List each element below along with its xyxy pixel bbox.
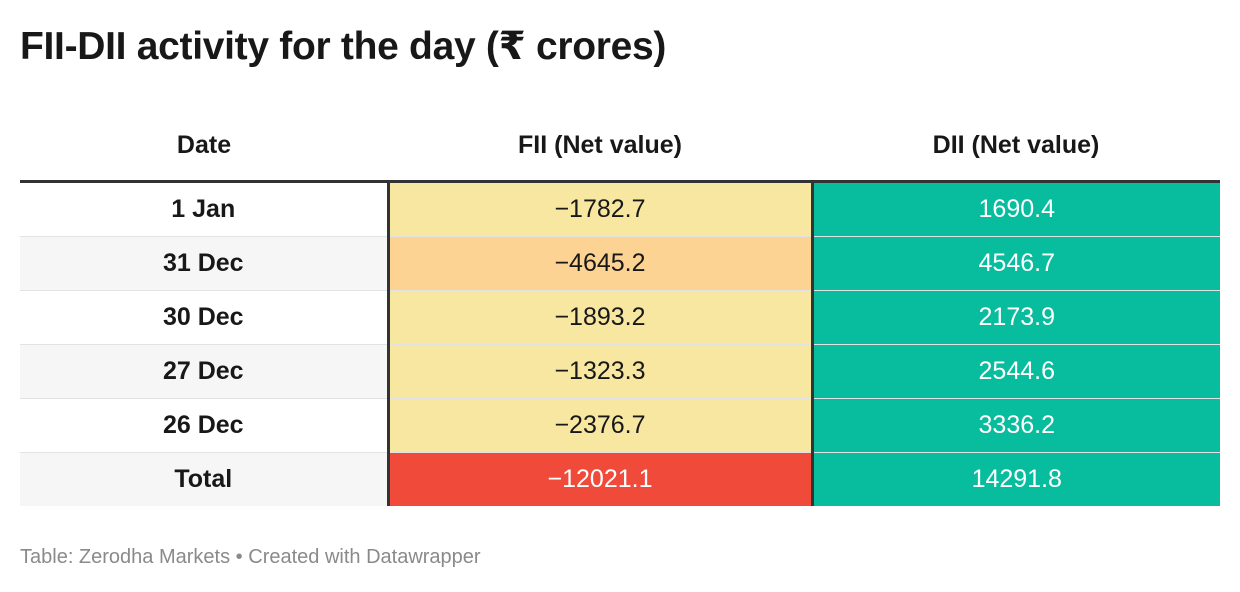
dii-value-cell: 2544.6 bbox=[810, 344, 1220, 399]
source-label: Table: Zerodha Markets bbox=[20, 546, 231, 568]
table-row: 1 Jan −1782.7 1690.4 bbox=[20, 181, 1220, 237]
table-body: 1 Jan −1782.7 1690.4 31 Dec −4645.2 4546.7 30 … bbox=[20, 181, 1220, 506]
date-cell: 27 Dec bbox=[20, 344, 388, 399]
dii-value-cell: 2173.9 bbox=[810, 290, 1220, 345]
date-cell: 30 Dec bbox=[20, 290, 388, 345]
date-cell: 1 Jan bbox=[20, 181, 388, 237]
date-cell: Total bbox=[20, 452, 388, 506]
table-row: 26 Dec −2376.7 3336.2 bbox=[20, 398, 1220, 453]
dii-value-cell: 1690.4 bbox=[810, 181, 1220, 237]
fii-value-cell: −12021.1 bbox=[386, 452, 812, 506]
fii-value-cell: −2376.7 bbox=[386, 398, 812, 453]
chart-title: FII-DII activity for the day (₹ crores) bbox=[20, 25, 667, 68]
fii-value-cell: −4645.2 bbox=[386, 236, 812, 291]
dii-value-cell: 3336.2 bbox=[810, 398, 1220, 453]
table-row: 30 Dec −1893.2 2173.9 bbox=[20, 290, 1220, 345]
column-header-fii: FII (Net value) bbox=[388, 110, 812, 183]
column-header-date: Date bbox=[20, 110, 388, 183]
fii-value-cell: −1893.2 bbox=[386, 290, 812, 345]
total-row: Total −12021.1 14291.8 bbox=[20, 452, 1220, 506]
date-cell: 31 Dec bbox=[20, 236, 388, 291]
table-row: 31 Dec −4645.2 4546.7 bbox=[20, 236, 1220, 291]
footer-note: Table: Zerodha Markets • Created with Da… bbox=[20, 546, 481, 569]
table-row: 27 Dec −1323.3 2544.6 bbox=[20, 344, 1220, 399]
fii-value-cell: −1782.7 bbox=[386, 181, 812, 237]
date-cell: 26 Dec bbox=[20, 398, 388, 453]
dii-value-cell: 4546.7 bbox=[810, 236, 1220, 291]
credit-label: Created with Datawrapper bbox=[248, 546, 481, 568]
fii-value-cell: −1323.3 bbox=[386, 344, 812, 399]
separator: • bbox=[235, 546, 243, 568]
header-row: Date FII (Net value) DII (Net value) bbox=[20, 110, 1220, 183]
fii-dii-table: Date FII (Net value) DII (Net value) 1 J… bbox=[20, 110, 1220, 506]
column-header-dii: DII (Net value) bbox=[812, 110, 1220, 183]
dii-value-cell: 14291.8 bbox=[810, 452, 1220, 506]
